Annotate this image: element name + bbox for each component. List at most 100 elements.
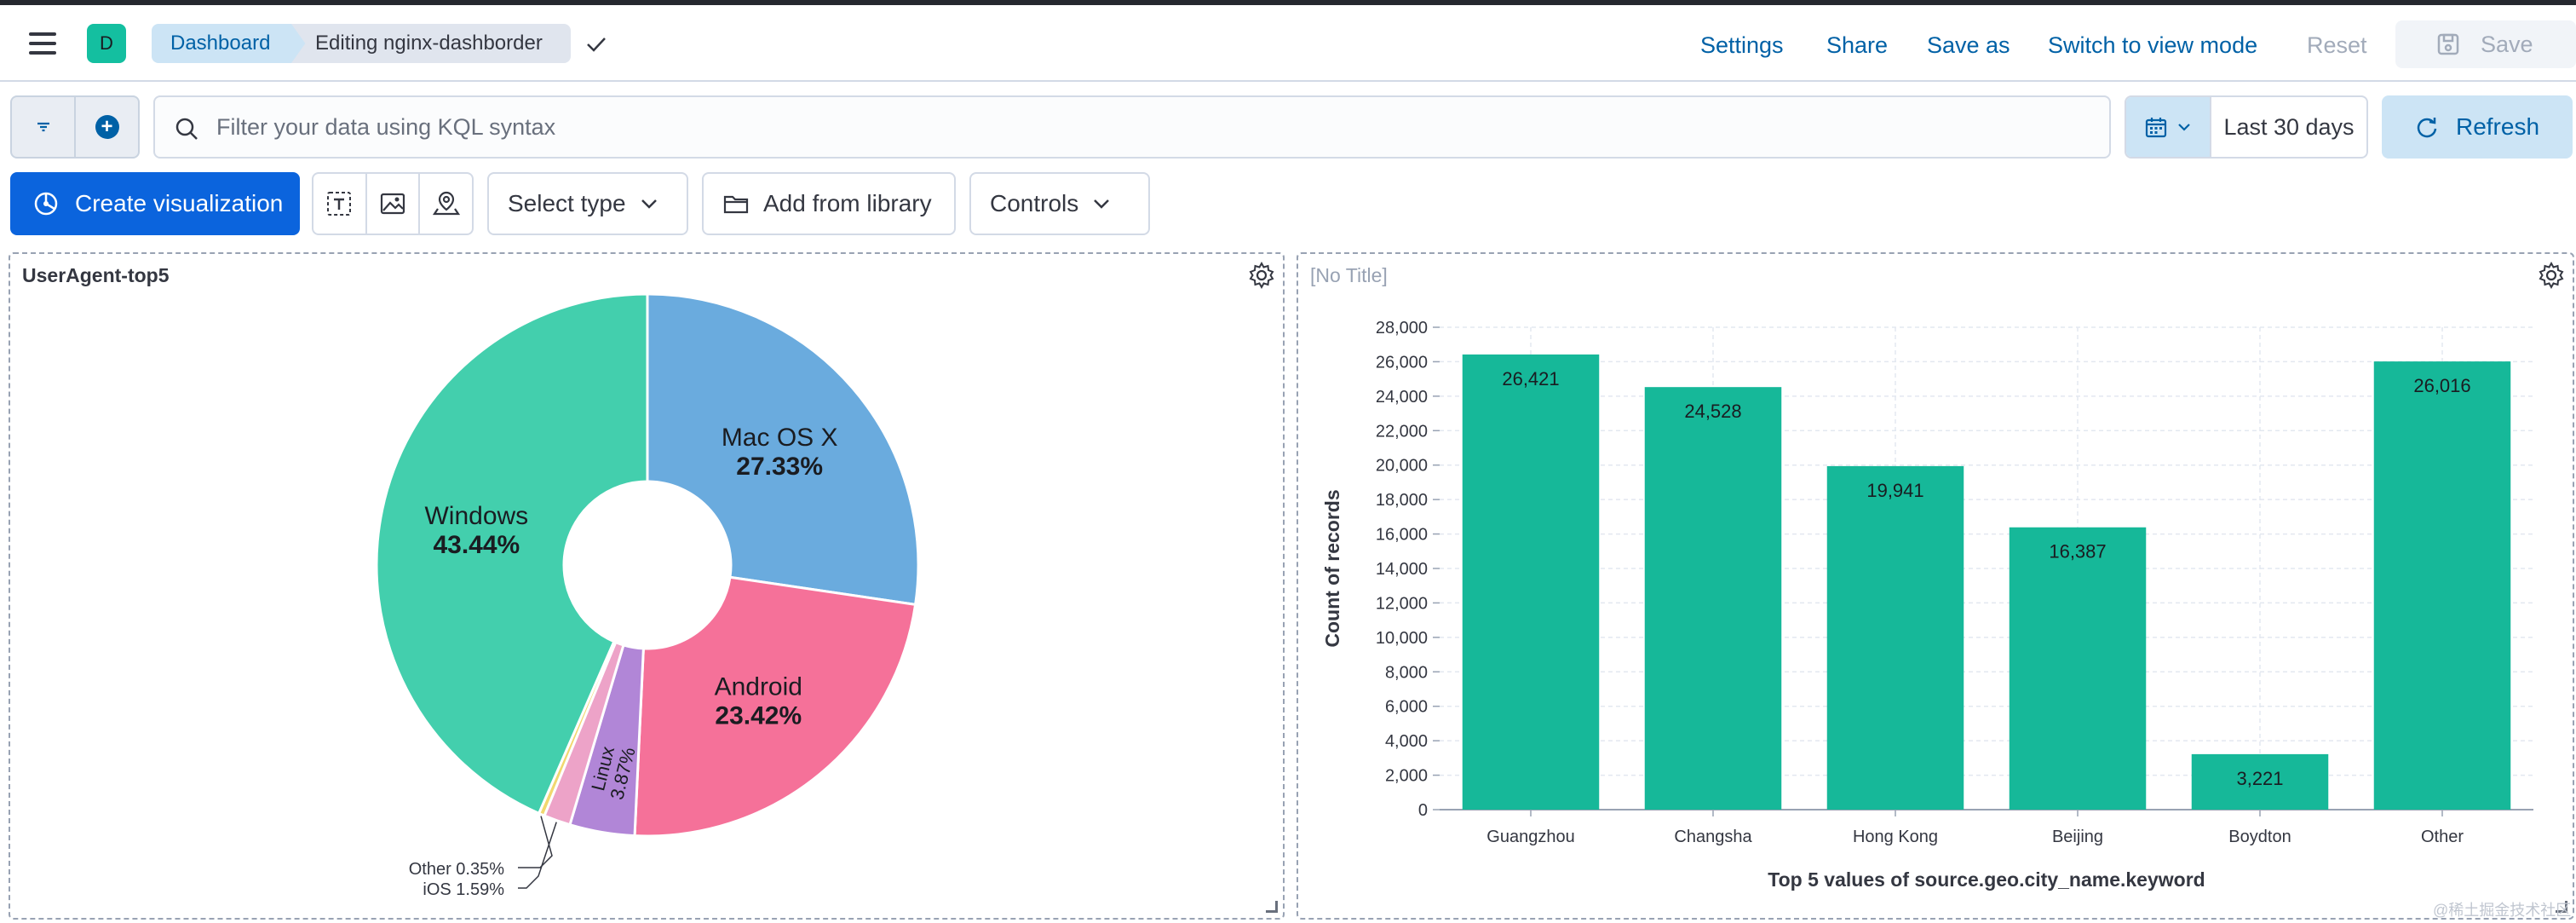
create-visualization-label: Create visualization	[75, 190, 284, 216]
bar-chart: 0 2,000 4,000 6,000 8,000 10,000 12,000 14,000 1…	[1321, 319, 2533, 891]
y-tick-label: 28,000	[1376, 319, 1428, 337]
app-header: D Dashboard Editing nginx-dashborder Set…	[0, 5, 2576, 82]
y-tick-label: 24,000	[1376, 388, 1428, 407]
controls-button[interactable]: Controls	[969, 172, 1150, 235]
resize-handle[interactable]	[1266, 901, 1278, 913]
pie-slice-windows[interactable]	[375, 292, 649, 816]
bar-boydton[interactable]	[2191, 753, 2329, 810]
bar-chart-panel: [No Title] 0 2,000 4,000 6,000 8,000 10,000 12…	[1297, 252, 2574, 920]
plus-circle-icon: +	[95, 115, 119, 139]
gear-icon[interactable]	[1247, 261, 1276, 290]
bar-value-label: 26,421	[1502, 368, 1559, 389]
pie-value-mac-os-x: 27.33%	[736, 453, 823, 481]
bar-value-label: 3,221	[2236, 768, 2283, 789]
add-text-button[interactable]	[313, 174, 367, 234]
y-tick-label: 8,000	[1385, 663, 1428, 682]
x-tick-label: Guangzhou	[1486, 828, 1574, 846]
filter-button-group: +	[10, 95, 140, 159]
add-from-library-label: Add from library	[763, 190, 932, 216]
pie-label-windows: Windows	[424, 502, 528, 530]
quick-date-menu-button[interactable]	[2126, 97, 2211, 157]
y-tick-label: 16,000	[1376, 526, 1428, 545]
save-button[interactable]: Save	[2395, 20, 2576, 68]
y-tick-label: 20,000	[1376, 457, 1428, 476]
kql-search-input[interactable]: Filter your data using KQL syntax	[153, 95, 2111, 159]
date-picker: Last 30 days	[2125, 95, 2368, 159]
add-map-button[interactable]	[420, 174, 472, 234]
pie-value-windows: 43.44%	[433, 531, 520, 559]
calendar-icon	[2145, 118, 2167, 138]
space-avatar[interactable]: D	[87, 24, 126, 63]
quick-add-icon-group	[312, 172, 474, 235]
y-tick-label: 22,000	[1376, 422, 1428, 441]
bar-changsha[interactable]	[1644, 387, 1782, 810]
x-axis-title: Top 5 values of source.geo.city_name.key…	[1768, 868, 2205, 891]
y-tick-label: 14,000	[1376, 560, 1428, 579]
chevron-down-icon	[641, 199, 657, 209]
bar-other[interactable]	[2373, 361, 2511, 811]
filter-menu-button[interactable]	[12, 97, 76, 157]
y-tick-label: 10,000	[1376, 629, 1428, 648]
pie-chart-panel: UserAgent-top5 Mac OS X 27.33% Android 23.4…	[9, 252, 1285, 920]
bar-value-label: 16,387	[2049, 541, 2106, 562]
refresh-icon	[2417, 118, 2437, 138]
date-range-label[interactable]: Last 30 days	[2223, 113, 2355, 140]
top-dark-strip	[0, 0, 2576, 5]
add-image-button[interactable]	[367, 174, 421, 234]
x-tick-label: Beijing	[2052, 828, 2103, 846]
refresh-label: Refresh	[2455, 113, 2540, 140]
text-icon	[327, 192, 352, 216]
save-icon	[2437, 33, 2459, 55]
share-link[interactable]: Share	[1826, 32, 1889, 58]
gear-icon[interactable]	[2537, 261, 2566, 290]
chevron-down-icon	[2178, 124, 2190, 131]
x-tick-label: Boydton	[2228, 828, 2291, 846]
bar-hong-kong[interactable]	[1826, 465, 1964, 810]
map-marker-icon	[432, 191, 460, 216]
y-tick-label: 6,000	[1385, 698, 1428, 717]
breadcrumb-dashboard[interactable]: Dashboard	[152, 24, 307, 63]
check-icon[interactable]	[584, 32, 608, 56]
image-icon	[380, 193, 405, 215]
pie-slice-mac-os-x[interactable]	[646, 292, 920, 607]
y-axis-title: Count of records	[1321, 489, 1343, 647]
settings-link[interactable]: Settings	[1700, 32, 1784, 58]
select-type-button[interactable]: Select type	[487, 172, 688, 235]
add-from-library-button[interactable]: Add from library	[702, 172, 956, 235]
chevron-down-icon	[1094, 199, 1110, 209]
watermark: @稀土掘金技术社区	[2433, 902, 2572, 919]
y-tick-label: 0	[1418, 801, 1428, 820]
menu-icon[interactable]	[26, 29, 60, 58]
pie-label-android: Android	[715, 672, 802, 701]
bar-guangzhou[interactable]	[1462, 354, 1600, 811]
reset-link[interactable]: Reset	[2307, 32, 2367, 58]
y-tick-label: 18,000	[1376, 491, 1428, 510]
filter-icon	[37, 122, 49, 132]
create-visualization-button[interactable]: Create visualization	[10, 172, 300, 235]
pie-leader-other	[518, 816, 553, 868]
y-tick-label: 26,000	[1376, 353, 1428, 372]
save-label: Save	[2481, 31, 2533, 57]
y-tick-label: 12,000	[1376, 594, 1428, 613]
folder-icon	[723, 195, 749, 214]
panel-title: UserAgent-top5	[22, 264, 170, 286]
search-placeholder: Filter your data using KQL syntax	[216, 113, 556, 140]
x-tick-label: Other	[2421, 828, 2464, 846]
panel-title: [No Title]	[1310, 264, 1388, 286]
x-tick-label: Hong Kong	[1853, 828, 1938, 846]
resize-handle[interactable]	[2556, 901, 2567, 913]
breadcrumb-current: Editing nginx-dashborder	[291, 24, 571, 63]
pie-leader-ios	[518, 822, 557, 889]
save-as-link[interactable]: Save as	[1927, 32, 2010, 58]
bar-value-label: 24,528	[1684, 401, 1741, 422]
refresh-button[interactable]: Refresh	[2382, 95, 2573, 159]
add-filter-button[interactable]: +	[76, 97, 138, 157]
pie-chart: Mac OS X27.33%Android23.42%Linux3.87%iOS…	[375, 292, 920, 899]
pie-outside-label-ios: iOS 1.59%	[423, 880, 504, 899]
bar-value-label: 19,941	[1866, 480, 1923, 501]
pie-outside-label-other: Other 0.35%	[409, 860, 505, 879]
bar-beijing[interactable]	[2009, 527, 2147, 810]
pie-slice-android[interactable]	[633, 575, 917, 838]
switch-view-mode-link[interactable]: Switch to view mode	[2048, 32, 2258, 58]
y-tick-label: 4,000	[1385, 732, 1428, 751]
